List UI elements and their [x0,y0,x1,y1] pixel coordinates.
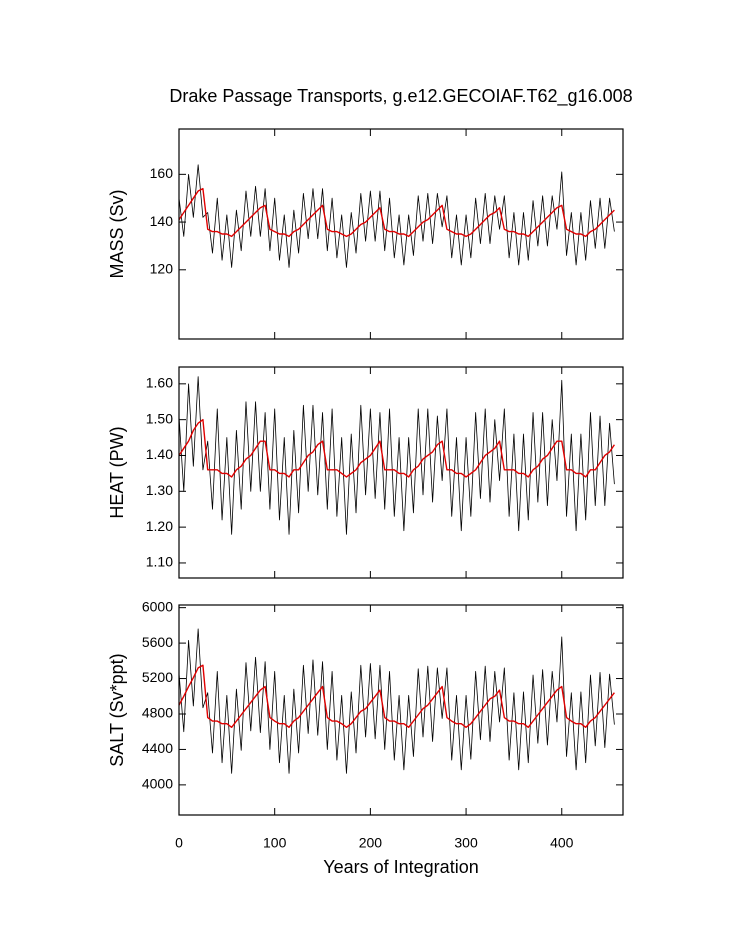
data-line [178,418,615,478]
data-line [178,664,615,728]
x-tick-label: 200 [359,835,383,851]
x-axis-label: Years of Integration [323,857,478,877]
y-tick-label: 1.50 [146,410,173,426]
y-tick-label: 1.10 [146,554,173,570]
y-tick-label: 4400 [142,740,173,756]
y-tick-label: 4800 [142,705,173,721]
y-tick-label: 1.30 [146,482,173,498]
x-tick-label: 0 [175,835,183,851]
x-tick-label: 100 [263,835,287,851]
y-tick-label: 1.20 [146,518,173,534]
plot-frame [178,366,624,579]
y-tick-label: 1.40 [146,446,173,462]
y-axis-label: SALT (Sv*ppt) [107,653,127,766]
y-tick-label: 5200 [142,669,173,685]
y-tick-label: 120 [150,260,174,276]
x-tick-label: 400 [550,835,574,851]
y-axis-label: HEAT (PW) [107,426,127,518]
data-line [178,628,615,774]
data-line [178,164,615,268]
y-tick-label: 140 [150,213,174,229]
chart-title: Drake Passage Transports, g.e12.GECOIAF.… [169,86,632,107]
plot-frame [178,604,624,816]
y-tick-label: 4000 [142,776,173,792]
data-line [178,187,615,238]
data-line [178,376,615,535]
plot-frame [178,128,624,340]
y-tick-label: 6000 [142,598,173,614]
y-tick-label: 5600 [142,634,173,650]
x-tick-label: 300 [454,835,478,851]
y-tick-label: 1.60 [146,375,173,391]
y-axis-label: MASS (Sv) [107,189,127,278]
y-tick-label: 160 [150,165,174,181]
